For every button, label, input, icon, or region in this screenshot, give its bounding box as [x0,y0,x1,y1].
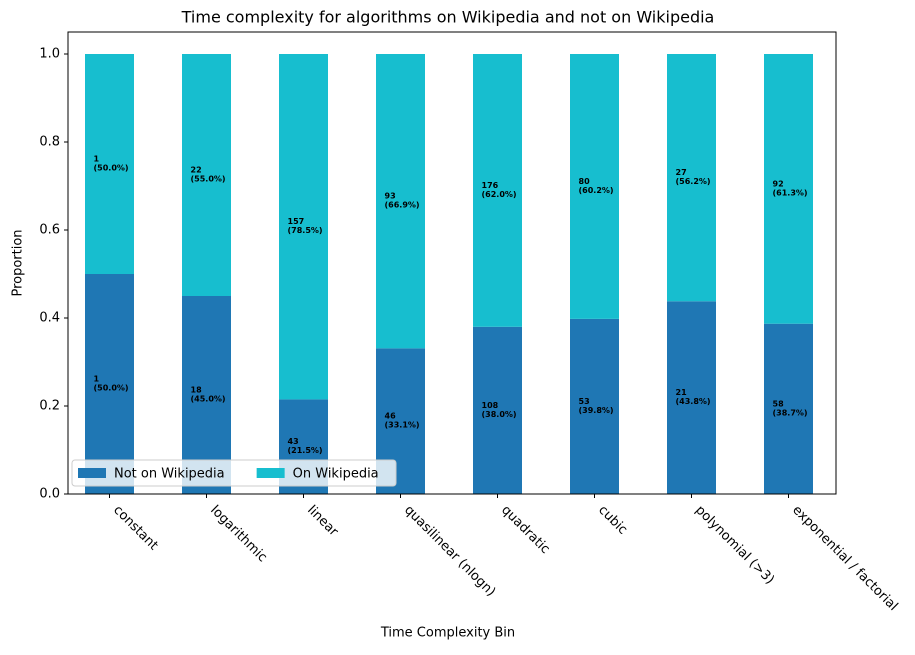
value-label: (55.0%) [191,175,226,184]
plot-frame [67,31,837,495]
bar-segment [570,54,619,319]
value-count: 80 [579,177,591,186]
x-tick-label: polynomial (>3) [692,503,777,588]
value-count: 21 [676,388,688,397]
value-count: 53 [579,397,590,406]
value-count: 22 [191,166,202,175]
value-count: 92 [773,179,784,188]
value-label: (56.2%) [676,177,711,186]
value-count: 46 [385,412,397,421]
y-tick-label: 1.0 [39,47,60,62]
value-label: (39.8%) [579,406,614,415]
value-count: 176 [482,181,499,190]
value-label: (38.0%) [482,410,517,419]
value-count: 1 [94,375,100,384]
x-axis-label: Time Complexity Bin [380,626,515,641]
value-label: (33.1%) [385,421,420,430]
y-tick-label: 0.0 [39,487,60,502]
value-count: 58 [773,399,785,408]
x-tick-label: exponential / factorial [789,503,900,614]
value-count: 27 [676,168,687,177]
value-count: 93 [385,192,396,201]
bar-segment [570,318,619,494]
value-label: (21.5%) [288,446,323,455]
bar-segment [667,301,716,494]
value-count: 43 [288,437,299,446]
value-count: 157 [288,217,305,226]
value-label: (50.0%) [94,164,129,173]
bar-segment [376,54,425,349]
legend-label: On Wikipedia [293,467,379,482]
value-label: (60.2%) [579,186,614,195]
legend-swatch [78,468,106,478]
value-label: (62.0%) [482,190,517,199]
legend-swatch [256,468,285,478]
value-label: (50.0%) [94,384,129,393]
value-count: 108 [482,401,499,410]
x-tick-label: quadratic [498,503,552,557]
bar-segment [764,54,813,324]
bar-segment [85,54,134,274]
value-label: (45.0%) [191,395,226,404]
y-tick-label: 0.8 [39,135,60,150]
value-label: (38.7%) [773,408,808,417]
x-tick-label: cubic [595,503,630,538]
bar-segment [473,326,522,494]
value-label: (43.8%) [676,397,711,406]
x-tick-label: quasilinear (nlogn) [401,503,498,600]
y-axis-label: Proportion [11,229,26,296]
bar-segment [182,54,231,296]
y-tick-label: 0.2 [39,399,60,414]
y-tick-label: 0.6 [39,223,60,238]
legend: Not on Wikipedia On Wikipedia [71,459,397,487]
value-label: (66.9%) [385,201,420,210]
value-count: 18 [191,386,203,395]
y-tick-label: 0.4 [39,311,60,326]
bar-segment [473,54,522,327]
bar-segment [667,54,716,302]
value-count: 1 [94,155,100,164]
value-label: (61.3%) [773,188,808,197]
legend-frame [71,459,397,487]
legend-label: Not on Wikipedia [114,467,225,482]
x-tick-label: logarithmic [207,503,270,566]
value-label: (78.5%) [288,226,323,235]
x-tick-label: linear [304,503,341,540]
bar-segment [764,323,813,494]
chart-title: Time complexity for algorithms on Wikipe… [181,8,715,27]
bar-segment [85,274,134,494]
bar-segment [279,54,328,400]
x-tick-label: constant [110,503,161,554]
